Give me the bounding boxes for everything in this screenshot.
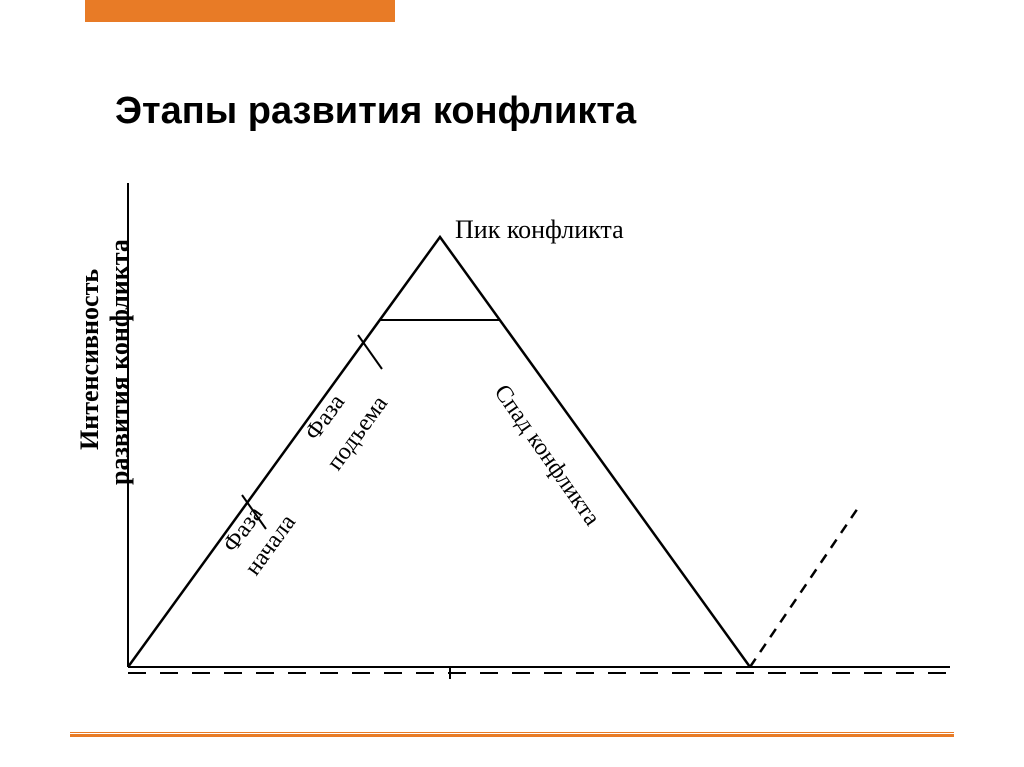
footer-rule-thick bbox=[70, 734, 954, 737]
y-axis-label-2: развития конфликта bbox=[105, 239, 135, 485]
slide-title: Этапы развития конфликта bbox=[115, 90, 636, 133]
peak-label: Пик конфликта bbox=[455, 215, 624, 245]
footer-rule-thin bbox=[70, 732, 954, 733]
y-axis-label-1: Интенсивность bbox=[75, 269, 105, 450]
header-accent-bar bbox=[85, 0, 395, 22]
